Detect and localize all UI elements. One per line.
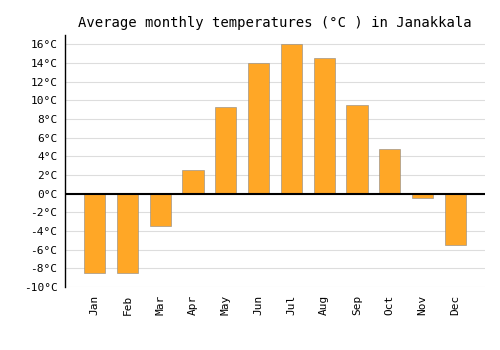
Bar [182, 170, 204, 194]
Title: Average monthly temperatures (°C ) in Janakkala: Average monthly temperatures (°C ) in Ja… [78, 16, 472, 30]
Bar [314, 58, 335, 194]
Bar [346, 105, 368, 194]
Bar [215, 107, 236, 194]
Bar [248, 63, 270, 194]
Bar [84, 194, 106, 273]
Bar [412, 194, 433, 198]
Bar [444, 194, 466, 245]
Bar [379, 149, 400, 194]
Bar [117, 194, 138, 273]
Bar [150, 194, 171, 226]
Bar [280, 44, 302, 194]
